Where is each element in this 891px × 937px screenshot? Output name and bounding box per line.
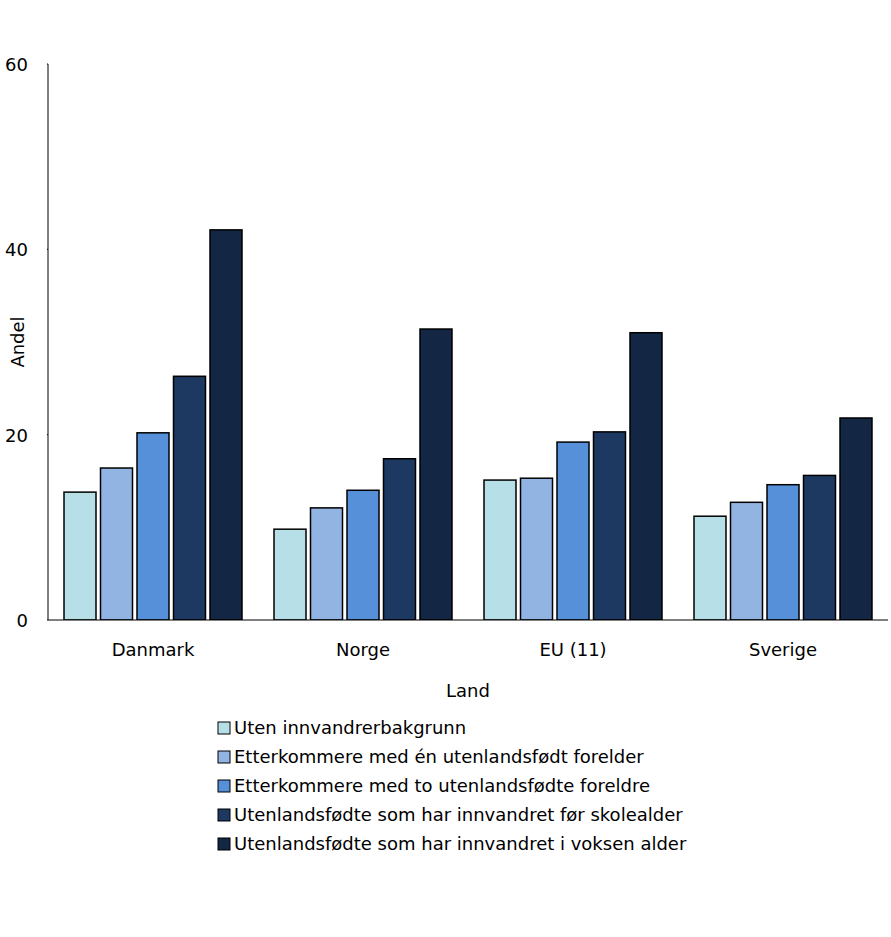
bar bbox=[557, 442, 589, 620]
bar bbox=[804, 475, 836, 620]
legend-swatch bbox=[218, 838, 230, 850]
bar bbox=[840, 418, 872, 620]
legend-label: Utenlandsfødte som har innvandret i voks… bbox=[234, 833, 687, 854]
x-tick-label: EU (11) bbox=[539, 639, 606, 660]
bar bbox=[731, 502, 763, 620]
y-tick-label: 20 bbox=[5, 425, 28, 446]
bar bbox=[484, 480, 516, 620]
bar bbox=[64, 492, 96, 620]
x-axis bbox=[48, 620, 888, 621]
y-axis-title: Andel bbox=[7, 316, 28, 367]
bars bbox=[64, 230, 872, 620]
bar bbox=[274, 529, 306, 620]
legend-label: Utenlandsfødte som har innvandret før sk… bbox=[234, 804, 683, 825]
y-tick-label: 40 bbox=[5, 239, 28, 260]
bar bbox=[767, 485, 799, 620]
chart: 0 20 40 60 Danmark Norge EU (11) Sverige Land And… bbox=[0, 0, 891, 937]
y-axis bbox=[48, 64, 49, 620]
legend-label: Etterkommere med én utenlandsfødt foreld… bbox=[234, 746, 644, 767]
y-tick-label: 60 bbox=[5, 54, 28, 75]
y-tick-label: 0 bbox=[17, 610, 28, 631]
legend-label: Etterkommere med to utenlandsfødte forel… bbox=[234, 775, 650, 796]
legend-swatch bbox=[218, 751, 230, 763]
legend-swatch bbox=[218, 722, 230, 734]
x-tick-label: Norge bbox=[336, 639, 390, 660]
bar bbox=[630, 333, 662, 620]
bar bbox=[347, 490, 379, 620]
bar bbox=[694, 516, 726, 620]
x-tick-label: Danmark bbox=[112, 639, 195, 660]
bar bbox=[384, 459, 416, 620]
legend-swatch bbox=[218, 809, 230, 821]
bar bbox=[174, 376, 206, 620]
bar bbox=[521, 478, 553, 620]
bar bbox=[420, 329, 452, 620]
bar bbox=[594, 432, 626, 620]
legend-swatch bbox=[218, 780, 230, 792]
x-tick-label: Sverige bbox=[749, 639, 817, 660]
bar bbox=[210, 230, 242, 620]
legend-label: Uten innvandrerbakgrunn bbox=[234, 717, 466, 738]
bar bbox=[311, 508, 343, 620]
bar bbox=[137, 433, 169, 620]
bar bbox=[101, 468, 133, 620]
x-axis-title: Land bbox=[446, 680, 490, 701]
